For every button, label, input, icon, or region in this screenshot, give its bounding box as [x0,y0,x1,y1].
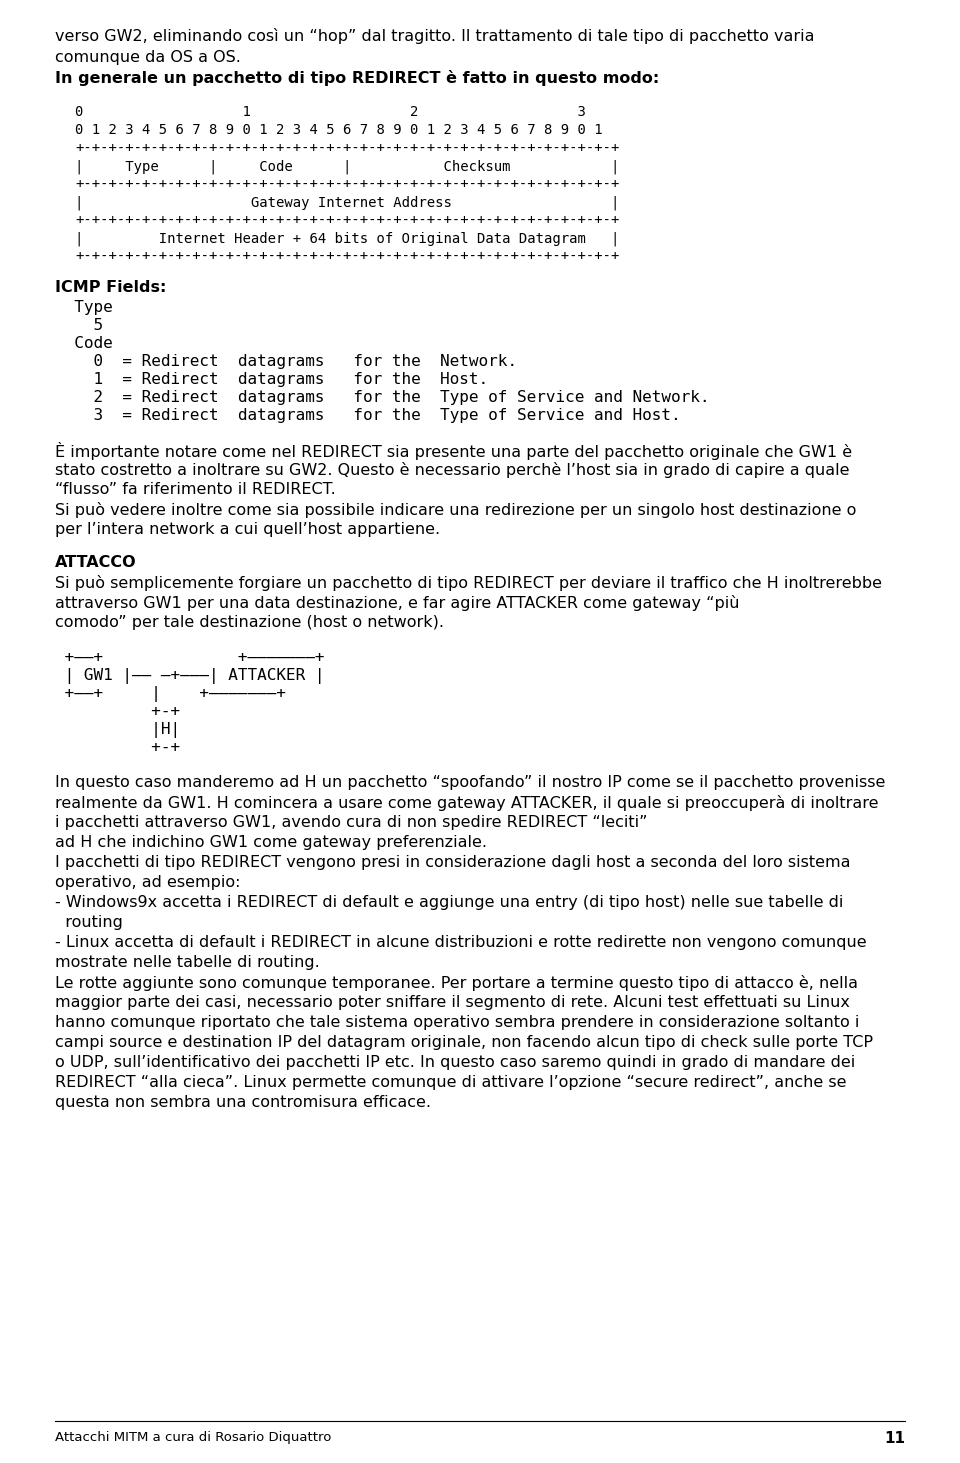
Text: campi source e destination IP del datagram originale, non facendo alcun tipo di : campi source e destination IP del datagr… [55,1034,873,1050]
Text: +——+              +———————+: +——+ +———————+ [55,650,324,666]
Text: stato costretto a inoltrare su GW2. Questo è necessario perchè l’host sia in gra: stato costretto a inoltrare su GW2. Ques… [55,462,850,478]
Text: o UDP, sull’identificativo dei pacchetti IP etc. In questo caso saremo quindi in: o UDP, sull’identificativo dei pacchetti… [55,1055,855,1069]
Text: mostrate nelle tabelle di routing.: mostrate nelle tabelle di routing. [55,955,320,970]
Text: maggior parte dei casi, necessario poter sniffare il segmento di rete. Alcuni te: maggior parte dei casi, necessario poter… [55,995,850,1009]
Text: 0  = Redirect  datagrams   for the  Network.: 0 = Redirect datagrams for the Network. [55,354,517,369]
Text: Le rotte aggiunte sono comunque temporanee. Per portare a termine questo tipo di: Le rotte aggiunte sono comunque temporan… [55,974,858,990]
Text: I pacchetti di tipo REDIRECT vengono presi in considerazione dagli host a second: I pacchetti di tipo REDIRECT vengono pre… [55,854,851,870]
Text: - Linux accetta di default i REDIRECT in alcune distribuzioni e rotte redirette : - Linux accetta di default i REDIRECT in… [55,935,867,949]
Text: +-+-+-+-+-+-+-+-+-+-+-+-+-+-+-+-+-+-+-+-+-+-+-+-+-+-+-+-+-+-+-+-+: +-+-+-+-+-+-+-+-+-+-+-+-+-+-+-+-+-+-+-+-… [75,249,619,263]
Text: 2  = Redirect  datagrams   for the  Type of Service and Network.: 2 = Redirect datagrams for the Type of S… [55,391,709,405]
Text: |H|: |H| [55,723,180,737]
Text: comodo” per tale destinazione (host o network).: comodo” per tale destinazione (host o ne… [55,614,444,631]
Text: Code: Code [55,336,112,351]
Text: In questo caso manderemo ad H un pacchetto “spoofando” il nostro IP come se il p: In questo caso manderemo ad H un pacchet… [55,775,885,790]
Text: Si può vedere inoltre come sia possibile indicare una redirezione per un singolo: Si può vedere inoltre come sia possibile… [55,502,856,518]
Text: | GW1 |—— —+———| ATTACKER |: | GW1 |—— —+———| ATTACKER | [55,669,324,685]
Text: ATTACCO: ATTACCO [55,554,136,571]
Text: +-+: +-+ [55,740,180,755]
Text: comunque da OS a OS.: comunque da OS a OS. [55,50,241,64]
Text: attraverso GW1 per una data destinazione, e far agire ATTACKER come gateway “più: attraverso GW1 per una data destinazione… [55,595,739,612]
Text: ICMP Fields:: ICMP Fields: [55,279,166,296]
Text: per l’intera network a cui quell’host appartiene.: per l’intera network a cui quell’host ap… [55,522,440,537]
Text: Type: Type [55,300,112,315]
Text: ad H che indichino GW1 come gateway preferenziale.: ad H che indichino GW1 come gateway pref… [55,835,487,850]
Text: Si può semplicemente forgiare un pacchetto di tipo REDIRECT per deviare il traff: Si può semplicemente forgiare un pacchet… [55,575,882,591]
Text: +-+: +-+ [55,704,180,718]
Text: hanno comunque riportato che tale sistema operativo sembra prendere in considera: hanno comunque riportato che tale sistem… [55,1015,859,1030]
Text: 0 1 2 3 4 5 6 7 8 9 0 1 2 3 4 5 6 7 8 9 0 1 2 3 4 5 6 7 8 9 0 1: 0 1 2 3 4 5 6 7 8 9 0 1 2 3 4 5 6 7 8 9 … [75,123,603,138]
Text: +-+-+-+-+-+-+-+-+-+-+-+-+-+-+-+-+-+-+-+-+-+-+-+-+-+-+-+-+-+-+-+-+: +-+-+-+-+-+-+-+-+-+-+-+-+-+-+-+-+-+-+-+-… [75,140,619,155]
Text: +——+     |    +———————+: +——+ | +———————+ [55,686,286,702]
Text: +-+-+-+-+-+-+-+-+-+-+-+-+-+-+-+-+-+-+-+-+-+-+-+-+-+-+-+-+-+-+-+-+: +-+-+-+-+-+-+-+-+-+-+-+-+-+-+-+-+-+-+-+-… [75,177,619,192]
Text: “flusso” fa riferimento il REDIRECT.: “flusso” fa riferimento il REDIRECT. [55,481,336,497]
Text: 11: 11 [884,1431,905,1445]
Text: realmente da GW1. H comincera a usare come gateway ATTACKER, il quale si preoccu: realmente da GW1. H comincera a usare co… [55,794,878,811]
Text: |         Internet Header + 64 bits of Original Data Datagram   |: | Internet Header + 64 bits of Original … [75,231,619,246]
Text: 1  = Redirect  datagrams   for the  Host.: 1 = Redirect datagrams for the Host. [55,372,488,388]
Text: +-+-+-+-+-+-+-+-+-+-+-+-+-+-+-+-+-+-+-+-+-+-+-+-+-+-+-+-+-+-+-+-+: +-+-+-+-+-+-+-+-+-+-+-+-+-+-+-+-+-+-+-+-… [75,214,619,227]
Text: È importante notare come nel REDIRECT sia presente una parte del pacchetto origi: È importante notare come nel REDIRECT si… [55,442,852,459]
Text: operativo, ad esempio:: operativo, ad esempio: [55,875,241,890]
Text: Attacchi MITM a cura di Rosario Diquattro: Attacchi MITM a cura di Rosario Diquattr… [55,1431,331,1444]
Text: questa non sembra una contromisura efficace.: questa non sembra una contromisura effic… [55,1094,431,1110]
Text: - Windows9x accetta i REDIRECT di default e aggiunge una entry (di tipo host) ne: - Windows9x accetta i REDIRECT di defaul… [55,895,844,910]
Text: REDIRECT “alla cieca”. Linux permette comunque di attivare l’opzione “secure red: REDIRECT “alla cieca”. Linux permette co… [55,1075,847,1090]
Text: 0                   1                   2                   3: 0 1 2 3 [75,105,586,119]
Text: verso GW2, eliminando così un “hop” dal tragitto. Il trattamento di tale tipo di: verso GW2, eliminando così un “hop” dal … [55,28,814,44]
Text: 5: 5 [55,317,103,334]
Text: In generale un pacchetto di tipo REDIRECT è fatto in questo modo:: In generale un pacchetto di tipo REDIREC… [55,70,660,86]
Text: |                    Gateway Internet Address                   |: | Gateway Internet Address | [75,195,619,209]
Text: 3  = Redirect  datagrams   for the  Type of Service and Host.: 3 = Redirect datagrams for the Type of S… [55,408,681,423]
Text: |     Type      |     Code      |           Checksum            |: | Type | Code | Checksum | [75,159,619,174]
Text: i pacchetti attraverso GW1, avendo cura di non spedire REDIRECT “leciti”: i pacchetti attraverso GW1, avendo cura … [55,815,647,830]
Text: routing: routing [55,914,123,930]
